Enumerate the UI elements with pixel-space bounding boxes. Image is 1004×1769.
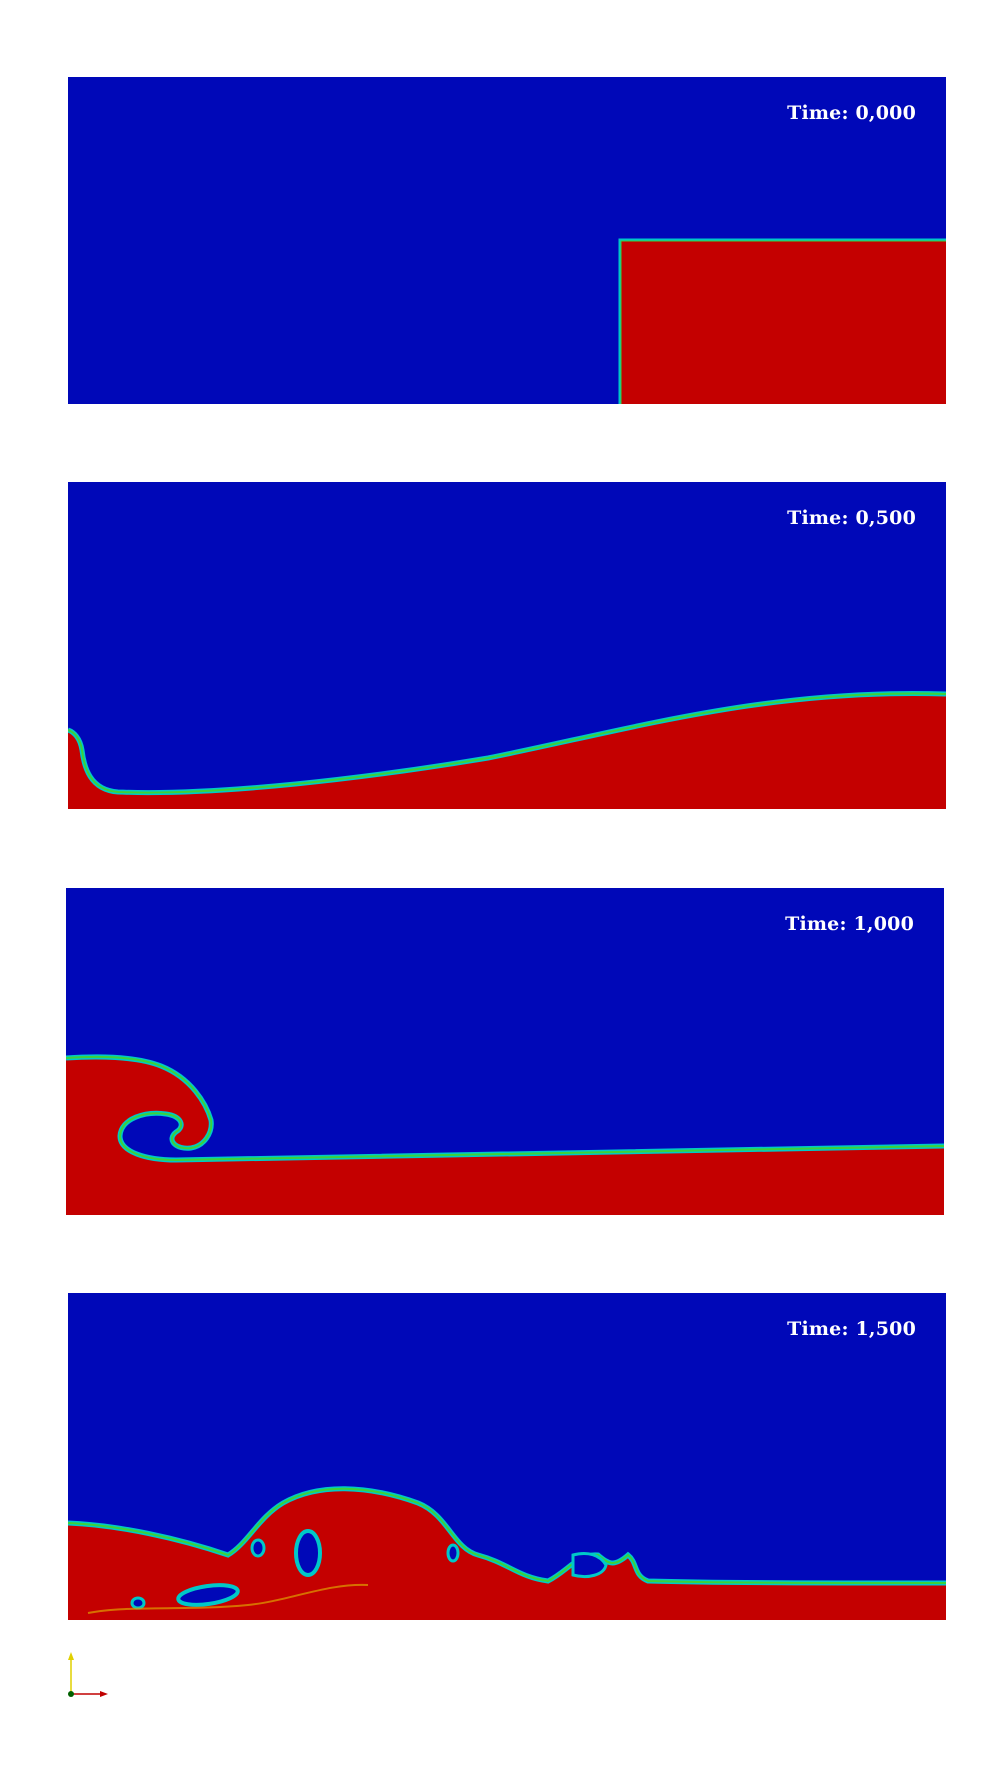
- water-body-breaking-wave: [66, 1056, 944, 1215]
- x-axis-arrow-icon: [71, 1691, 108, 1697]
- orientation-axes: [66, 1650, 116, 1700]
- air-bubble: [446, 1543, 460, 1563]
- y-axis-arrow-icon: [68, 1652, 74, 1694]
- time-label-value: 1,500: [855, 1318, 916, 1340]
- air-bubble: [176, 1583, 240, 1607]
- time-label: Time: 1,000: [785, 913, 914, 935]
- axis-origin-icon: [68, 1691, 74, 1697]
- water-body: [68, 693, 946, 809]
- air-bubble: [130, 1596, 146, 1610]
- volume-fraction-field: [68, 1293, 946, 1620]
- air-bubble: [250, 1538, 266, 1558]
- interface-line-inner: [68, 1487, 946, 1584]
- time-label: Time: 0,500: [787, 507, 916, 529]
- water-column: [620, 240, 946, 404]
- orientation-axes-graphic: [68, 1652, 108, 1697]
- time-label-prefix: Time:: [787, 102, 849, 124]
- air-bubble: [294, 1529, 322, 1577]
- time-label-value: 0,000: [855, 102, 916, 124]
- interface-line-inner: [68, 692, 946, 794]
- volume-fraction-field: [66, 888, 944, 1215]
- spray-trace: [87, 1583, 369, 1614]
- volume-fraction-field: [68, 77, 946, 404]
- air-pocket: [571, 1551, 608, 1579]
- frame-time-1000: Time: 1,000: [66, 888, 944, 1215]
- interface-line-inner: [620, 240, 946, 404]
- frame-time-0500: Time: 0,500: [68, 482, 946, 809]
- time-label-value: 1,000: [853, 913, 914, 935]
- time-label: Time: 1,500: [787, 1318, 916, 1340]
- frame-time-0: Time: 0,000: [68, 77, 946, 404]
- time-label: Time: 0,000: [787, 102, 916, 124]
- water-body-splash: [68, 1488, 946, 1620]
- time-label-prefix: Time:: [785, 913, 847, 935]
- frame-time-1500: Time: 1,500: [68, 1293, 946, 1620]
- time-label-value: 0,500: [855, 507, 916, 529]
- time-label-prefix: Time:: [787, 1318, 849, 1340]
- volume-fraction-field: [68, 482, 946, 809]
- interface-line-inner: [66, 1055, 944, 1162]
- time-label-prefix: Time:: [787, 507, 849, 529]
- interface-line: [618, 238, 946, 404]
